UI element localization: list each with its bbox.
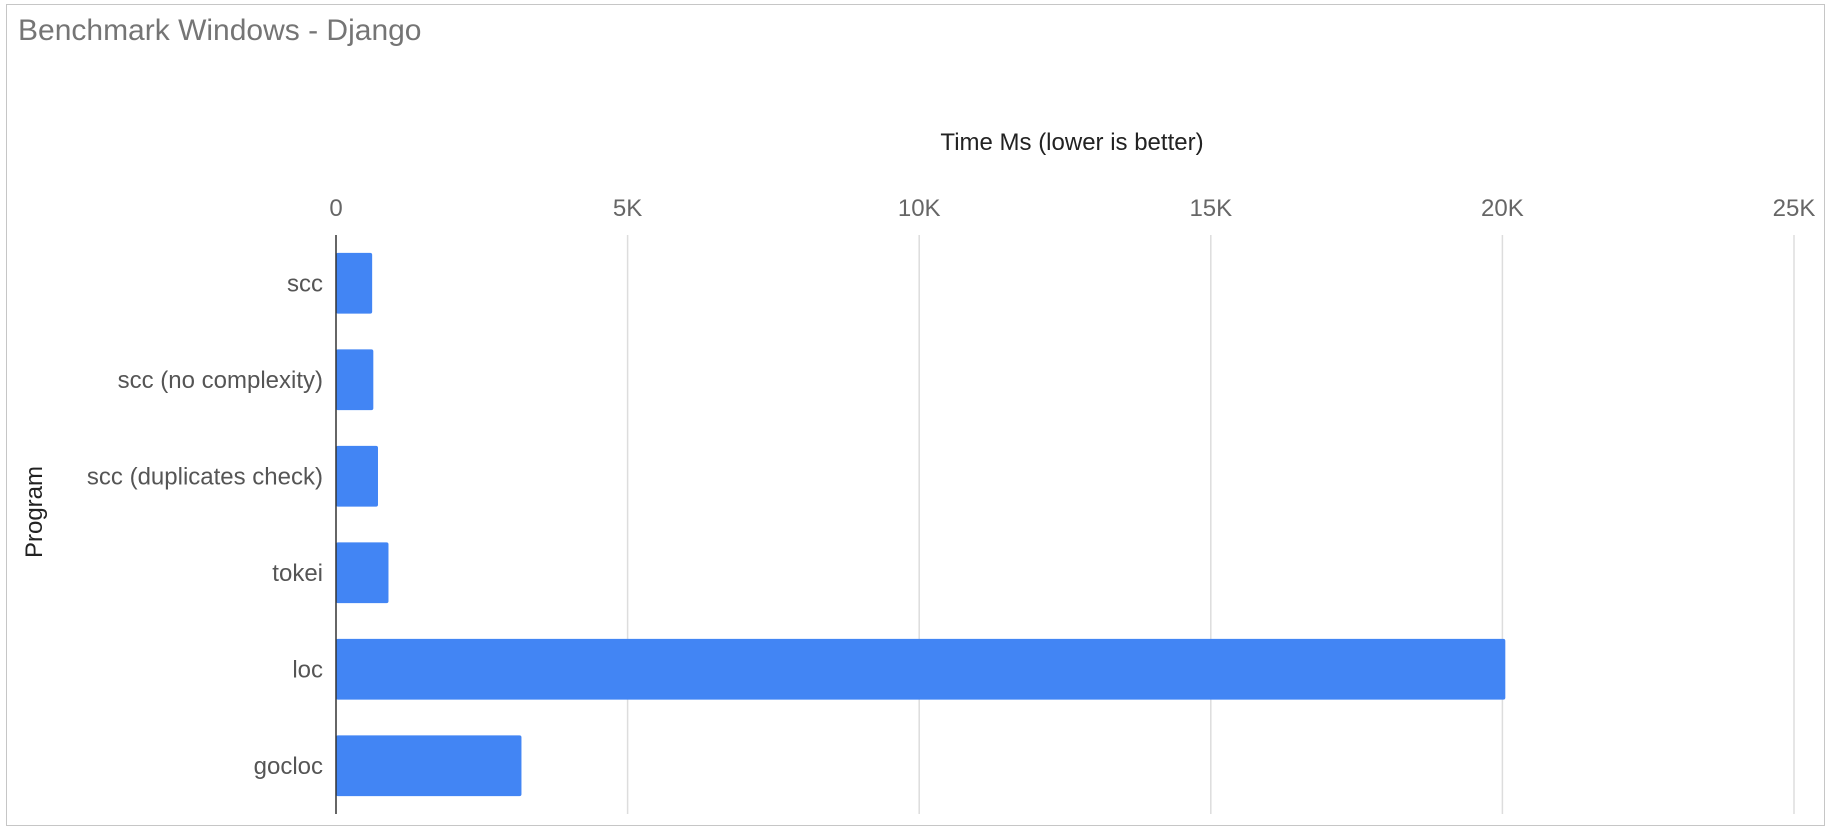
category-label: scc (no complexity) xyxy=(118,367,323,394)
grid-lines xyxy=(626,235,1795,814)
x-tick-label: 10K xyxy=(898,195,941,222)
bar xyxy=(336,445,378,507)
bar xyxy=(336,349,374,411)
bar xyxy=(336,638,1506,700)
category-label: scc xyxy=(287,270,323,297)
x-tick-label: 0 xyxy=(329,195,342,222)
bar xyxy=(336,542,389,604)
category-label: scc (duplicates check) xyxy=(87,463,323,490)
x-tick-label: 5K xyxy=(613,195,642,222)
x-tick-label: 25K xyxy=(1773,195,1816,222)
x-tick-label: 20K xyxy=(1481,195,1524,222)
x-axis-title: Time Ms (lower is better) xyxy=(940,129,1203,156)
category-label: gocloc xyxy=(254,753,323,780)
chart-title: Benchmark Windows - Django xyxy=(18,14,422,47)
y-axis-title: Program xyxy=(21,466,48,558)
category-label: tokei xyxy=(272,560,323,587)
bars xyxy=(336,252,1506,797)
category-label: loc xyxy=(292,656,323,683)
bar xyxy=(336,735,522,797)
x-tick-label: 15K xyxy=(1189,195,1232,222)
bar xyxy=(336,252,373,314)
category-labels: scc scc (no complexity) scc (duplicates ch… xyxy=(87,270,323,780)
x-tick-labels: 0 5K 10K 15K 20K 25K xyxy=(329,195,1815,222)
